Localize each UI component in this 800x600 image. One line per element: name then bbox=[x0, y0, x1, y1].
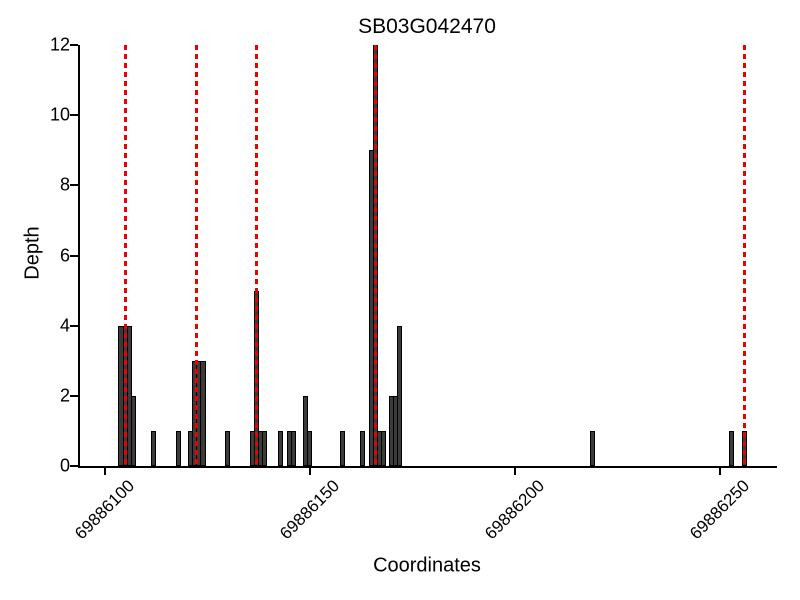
y-tick-label: 2 bbox=[59, 385, 70, 406]
depth-bar bbox=[589, 430, 596, 466]
depth-bar bbox=[151, 430, 157, 466]
plot-title: SB03G042470 bbox=[358, 15, 496, 38]
variant-marker-line bbox=[195, 45, 199, 466]
y-tick-label: 0 bbox=[59, 455, 70, 476]
x-tick-label: 69886250 bbox=[685, 476, 753, 544]
depth-bar bbox=[360, 430, 366, 466]
depth-bar bbox=[200, 360, 206, 466]
variant-marker-line bbox=[373, 45, 377, 466]
depth-bar bbox=[380, 430, 386, 466]
depth-bar bbox=[290, 430, 296, 466]
variant-marker-line bbox=[742, 45, 746, 466]
x-axis-label: Coordinates bbox=[373, 554, 481, 577]
y-tick bbox=[70, 394, 78, 397]
plot-area: 69886100 69886150 69886200 69886250 0 2 4 6 8 10 1… bbox=[50, 35, 777, 543]
depth-bar bbox=[126, 325, 132, 466]
y-tick bbox=[70, 184, 78, 187]
depth-bar bbox=[729, 430, 735, 466]
x-tick-label: 69886100 bbox=[70, 476, 138, 544]
depth-bar bbox=[339, 430, 345, 466]
depth-bar bbox=[130, 395, 136, 466]
depth-bar bbox=[278, 430, 284, 466]
y-tick bbox=[70, 114, 78, 117]
x-tick bbox=[103, 468, 106, 475]
variant-marker-line bbox=[254, 45, 258, 466]
x-tick-label: 69886200 bbox=[480, 476, 548, 544]
x-tick bbox=[513, 468, 516, 475]
variant-marker-line bbox=[123, 45, 127, 466]
y-tick-label: 4 bbox=[59, 315, 70, 336]
x-tick bbox=[308, 468, 311, 475]
y-tick-label: 8 bbox=[59, 174, 70, 195]
y-tick bbox=[70, 254, 78, 257]
y-tick bbox=[70, 465, 78, 467]
y-tick bbox=[70, 44, 78, 46]
y-tick-label: 12 bbox=[49, 34, 70, 55]
depth-bar bbox=[307, 430, 313, 466]
x-tick bbox=[718, 468, 721, 475]
depth-bar bbox=[175, 430, 181, 466]
depth-bar bbox=[225, 430, 231, 466]
y-tick-label: 10 bbox=[49, 104, 70, 125]
depth-bar bbox=[397, 325, 403, 466]
y-tick bbox=[70, 324, 78, 327]
y-axis-label: Depth bbox=[21, 226, 44, 280]
x-tick-label: 69886150 bbox=[275, 476, 343, 544]
depth-bar bbox=[261, 430, 268, 466]
y-tick-label: 6 bbox=[59, 245, 70, 265]
